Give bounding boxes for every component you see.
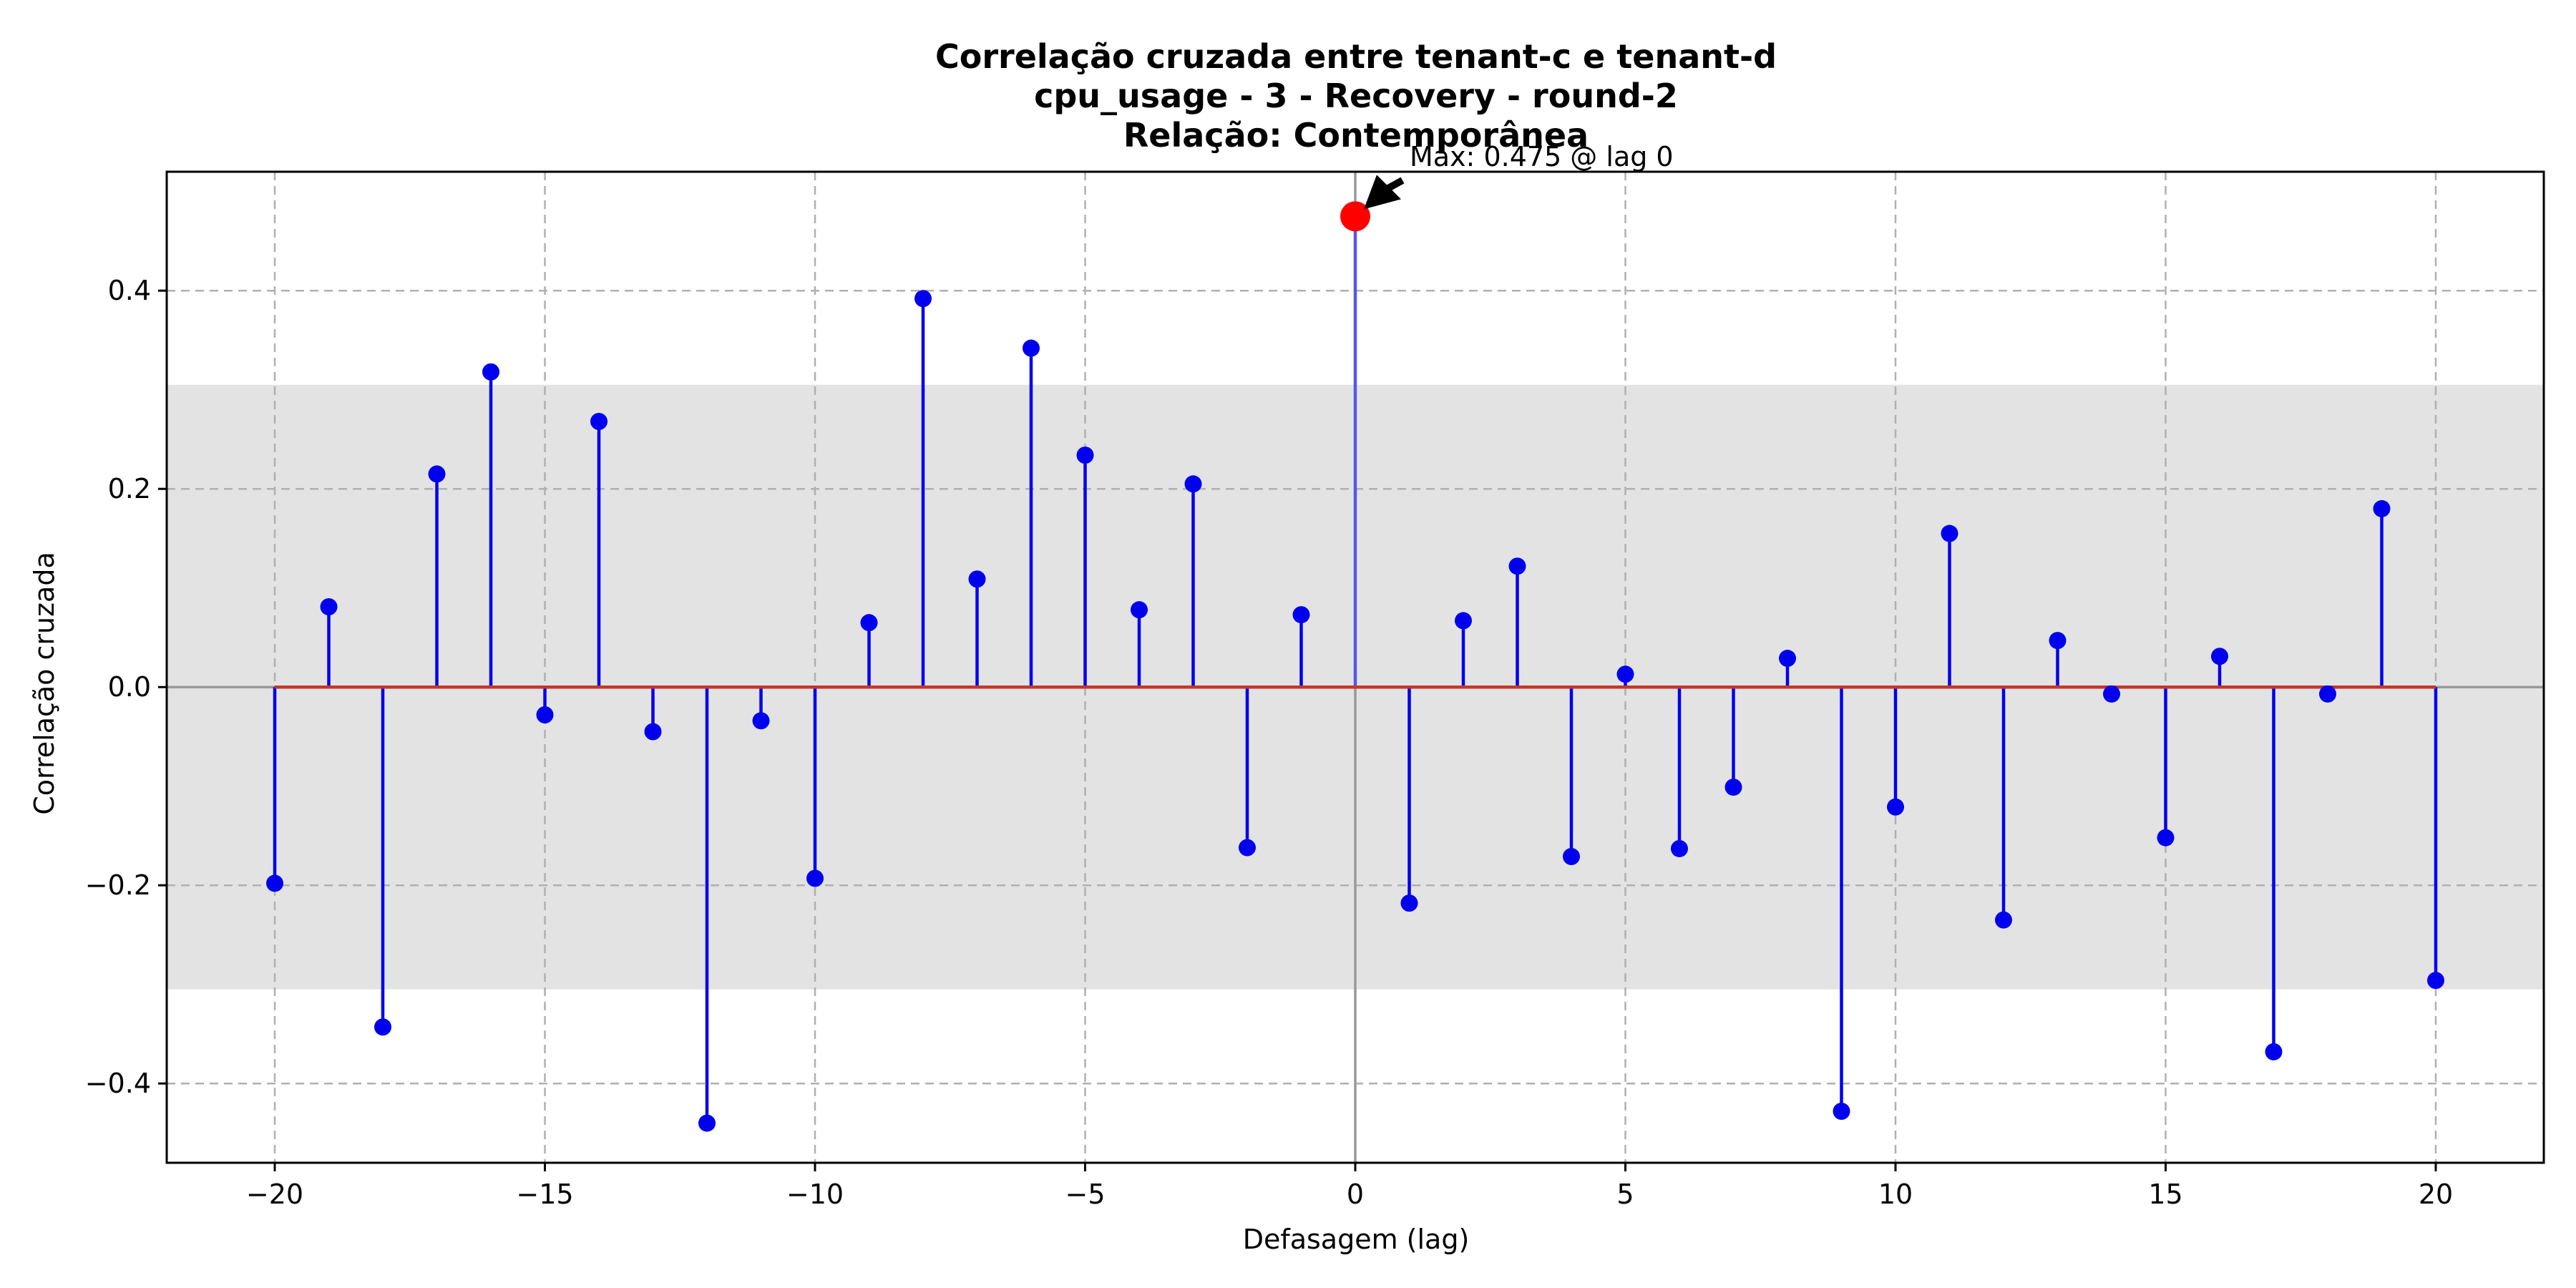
x-tick-label: 5 — [1616, 1179, 1634, 1210]
stem-marker — [1076, 447, 1094, 464]
stem-marker — [2157, 829, 2175, 847]
annotation-arrow-head — [1364, 175, 1401, 210]
chart-title-line-3: Relação: Contemporânea — [1123, 116, 1589, 155]
stem-marker — [2265, 1043, 2283, 1060]
stem-marker — [536, 706, 554, 723]
stem-marker — [1184, 475, 1202, 493]
markers-layer — [266, 201, 2444, 1132]
max-annotation: Max: 0.475 @ lag 0 — [1410, 141, 1674, 172]
stem-marker — [752, 712, 770, 730]
stem-marker — [428, 465, 446, 483]
stem-marker — [1292, 606, 1310, 624]
stem-marker — [1023, 339, 1040, 357]
stems-layer — [273, 216, 2438, 1123]
chart-title-line-1: Correlação cruzada entre tenant-c e tena… — [935, 37, 1777, 76]
stem-marker — [698, 1114, 716, 1132]
stem-marker — [1724, 779, 1742, 796]
stem-marker — [1779, 650, 1796, 668]
stem-marker — [2211, 648, 2228, 665]
stem-marker — [482, 363, 499, 381]
stem-marker — [1131, 601, 1148, 619]
stem-marker — [1833, 1102, 1850, 1120]
stem-marker — [806, 869, 824, 887]
y-tick-label: 0.0 — [108, 671, 151, 703]
y-axis-label: Correlação cruzada — [29, 552, 60, 815]
stem-marker — [590, 413, 608, 431]
stem-marker — [644, 723, 662, 741]
x-tick-label: −10 — [786, 1179, 844, 1210]
stem-marker — [860, 614, 878, 632]
stem-marker — [374, 1018, 391, 1036]
y-tick-label: −0.4 — [85, 1068, 151, 1099]
y-tick-label: 0.2 — [108, 473, 151, 504]
stem-marker — [1239, 839, 1256, 857]
chart-title: Correlação cruzada entre tenant-c e tena… — [935, 37, 1777, 155]
x-tick-label: 0 — [1347, 1179, 1364, 1210]
stem-marker — [968, 570, 986, 588]
x-axis-label: Defasagem (lag) — [1243, 1224, 1470, 1255]
stem-marker — [1400, 894, 1418, 912]
stem-marker — [320, 598, 338, 616]
tick-layer: −20 −15 −10 −5 0 5 10 15 20 −0.4 −0.2 0.0 0.2 0.4 — [85, 275, 2453, 1210]
stem-marker — [1508, 557, 1526, 575]
max-marker — [1340, 201, 1370, 232]
x-tick-label: 15 — [2148, 1179, 2182, 1210]
stem-marker — [1455, 612, 1472, 630]
x-tick-label: 20 — [2419, 1179, 2453, 1210]
stem-marker — [2427, 972, 2444, 990]
chart-title-line-2: cpu_usage - 3 - Recovery - round-2 — [1034, 77, 1678, 115]
x-tick-label: −15 — [516, 1179, 573, 1210]
stem-marker — [2319, 685, 2336, 703]
stem-marker — [1563, 848, 1580, 866]
stem-marker — [1887, 798, 1904, 816]
stem-marker — [2103, 685, 2120, 703]
x-tick-label: −20 — [246, 1179, 303, 1210]
stem-marker — [2373, 499, 2391, 517]
y-tick-label: 0.4 — [108, 275, 151, 306]
stem-marker — [266, 874, 283, 892]
stem-marker — [914, 290, 932, 308]
stem-marker — [1941, 525, 1958, 542]
stem-marker — [2049, 632, 2067, 650]
y-tick-label: −0.2 — [85, 869, 151, 901]
stem-marker — [1671, 839, 1688, 857]
x-tick-label: −5 — [1065, 1179, 1105, 1210]
stem-marker — [1995, 911, 2012, 929]
stem-marker — [1616, 665, 1634, 683]
x-tick-label: 10 — [1878, 1179, 1913, 1210]
annotation-layer: Max: 0.475 @ lag 0 — [1364, 141, 1674, 210]
